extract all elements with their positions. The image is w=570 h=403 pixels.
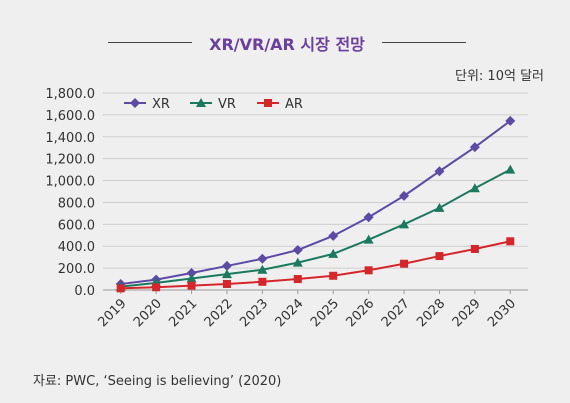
legend-vr-marker [196,98,206,107]
x-tick-label: 2022 [202,296,236,330]
legend-xr-marker [130,98,140,108]
xr-series-line [120,120,511,285]
xr-data-point [363,212,374,223]
vr-data-point [186,273,197,283]
ar-data-point [364,266,373,275]
xr-data-point [221,260,232,271]
legend-xr-label: XR [152,97,170,112]
xr-data-point [292,245,303,256]
ar-data-point [506,237,515,246]
title-rule-left [108,42,192,43]
vr-data-point [221,269,232,279]
x-tick-label: 2020 [131,296,165,330]
vr-data-point [399,219,410,229]
x-tick-label: 2029 [450,296,484,330]
y-tick-label: 1,800.0 [45,87,95,102]
x-tick-label: 2024 [273,296,307,330]
xr-data-point [328,230,339,241]
x-tick-label: 2021 [166,296,200,330]
x-tick-label: 2027 [379,296,413,330]
xr-data-point [257,253,268,264]
x-tick-label: 2030 [485,296,519,330]
ar-data-point [329,271,338,280]
legend-ar-label: AR [285,97,303,112]
title-rule-right [382,42,466,43]
xr-data-point [469,142,480,153]
ar-series-line [120,240,511,290]
ar-data-point [400,259,409,268]
vr-data-point [469,183,480,193]
xr-data-point [186,268,197,279]
vr-data-point [328,248,339,258]
ar-data-point [187,281,196,290]
y-tick-label: 1,600.0 [45,109,95,124]
x-tick-label: 2028 [414,296,448,330]
ar-data-point [258,277,267,286]
unit-label: 단위: 10억 달러 [455,69,544,84]
x-tick-label: 2025 [308,296,342,330]
x-tick-label: 2019 [96,296,130,330]
xr-data-point [505,115,516,126]
ar-data-point [152,283,161,292]
chart-title: XR/VR/AR 시장 전망 [209,35,365,54]
y-tick-label: 400.0 [58,240,95,255]
vr-data-point [363,234,374,244]
vr-data-point [434,202,445,212]
ar-data-point [435,252,444,261]
y-tick-label: 1,400.0 [45,131,95,146]
title-row: XR/VR/AR 시장 전망 [0,31,570,55]
xr-data-point [434,166,445,177]
y-tick-label: 200.0 [58,262,95,277]
vr-data-point [292,257,303,267]
legend-vr-label: VR [218,97,236,112]
y-tick-label: 600.0 [58,218,95,233]
x-tick-label: 2026 [343,296,377,330]
legend-ar-marker [264,99,272,107]
ar-data-point [116,284,125,293]
xr-data-point [399,190,410,201]
ar-data-point [470,244,479,253]
vr-data-point [257,264,268,274]
y-tick-label: 1,000.0 [45,175,95,190]
ar-data-point [293,275,302,284]
source-note: 자료: PWC, ‘Seeing is believing’ (2020) [33,374,282,389]
vr-series-line [120,168,511,288]
x-tick-label: 2023 [237,296,271,330]
y-tick-label: 800.0 [58,196,95,211]
y-tick-label: 1,200.0 [45,153,95,168]
y-tick-label: 0.0 [74,284,95,299]
ar-data-point [222,279,231,288]
vr-data-point [505,164,516,174]
